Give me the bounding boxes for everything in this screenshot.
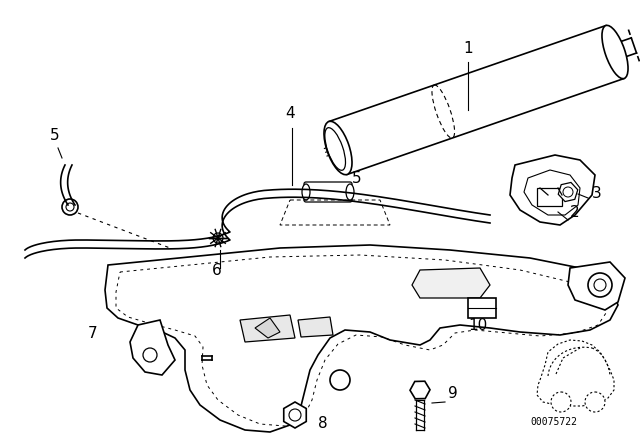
Polygon shape [105,245,618,432]
Text: 10: 10 [468,318,487,333]
Ellipse shape [346,184,354,200]
FancyBboxPatch shape [468,298,496,318]
Circle shape [551,392,571,412]
Text: 6: 6 [212,263,221,278]
FancyBboxPatch shape [537,188,562,206]
Text: 4: 4 [285,106,294,121]
Circle shape [213,233,223,243]
Ellipse shape [324,121,352,175]
Polygon shape [510,155,595,225]
Circle shape [563,187,573,197]
Polygon shape [568,262,625,310]
Circle shape [330,370,350,390]
Ellipse shape [602,26,628,79]
Circle shape [588,273,612,297]
Text: 7: 7 [88,326,98,341]
Text: 5: 5 [50,128,60,143]
Ellipse shape [302,184,310,200]
Polygon shape [298,317,333,337]
Circle shape [289,409,301,421]
FancyBboxPatch shape [304,182,352,202]
Polygon shape [412,268,490,298]
Polygon shape [240,315,295,342]
Text: 1: 1 [463,41,472,56]
Text: 8: 8 [318,416,328,431]
Polygon shape [130,320,175,375]
Text: 3: 3 [592,186,602,201]
Circle shape [585,392,605,412]
Text: 00075722: 00075722 [530,417,577,427]
Text: 2: 2 [570,205,580,220]
Circle shape [62,199,78,215]
Circle shape [143,348,157,362]
Text: 5: 5 [352,171,362,186]
Text: 9: 9 [448,386,458,401]
Polygon shape [255,318,280,338]
Polygon shape [537,340,614,406]
